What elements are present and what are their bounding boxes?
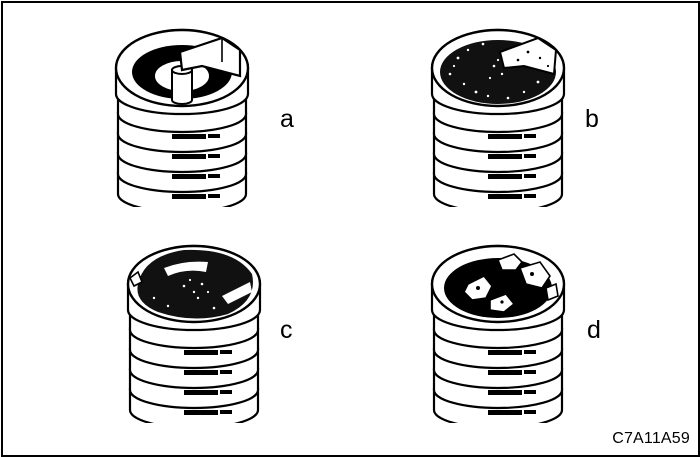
panel-label-a: a [280,105,294,133]
oil-deposit-spark-plug-icon [126,244,262,423]
clean-spark-plug-icon [114,28,250,207]
panel-label-d: d [587,316,601,344]
figure-code: C7A11A59 [612,430,690,447]
panel-label-c: c [280,316,293,344]
damaged-insulator-spark-plug-icon [430,244,566,423]
carbon-fouled-spark-plug-icon [430,28,566,207]
panel-label-b: b [585,105,599,133]
